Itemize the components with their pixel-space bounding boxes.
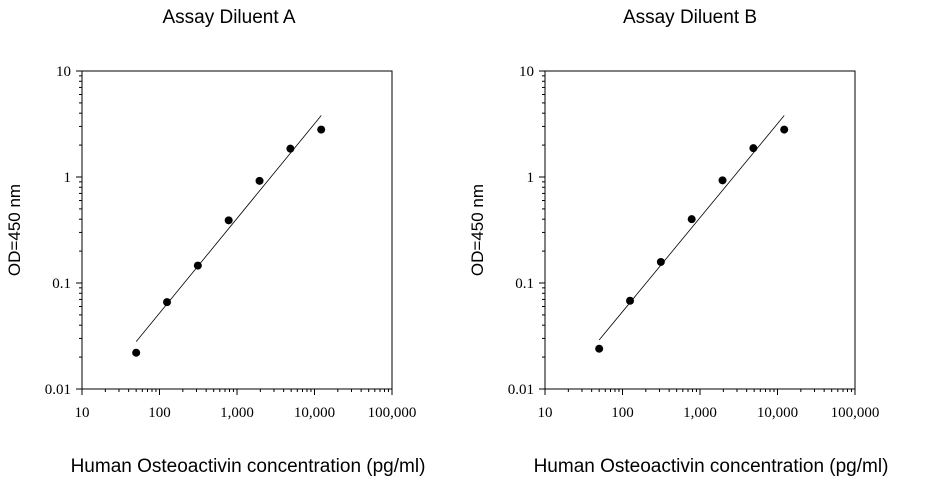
x-tick-label: 100 (148, 405, 171, 421)
x-tick-label: 1,000 (683, 405, 717, 421)
data-point (286, 144, 295, 153)
data-point (595, 344, 604, 353)
y-tick-label: 1 (527, 170, 535, 186)
data-point (626, 296, 635, 305)
data-point (718, 176, 727, 185)
x-tick-label: 10 (75, 405, 90, 421)
plot-frame (81, 70, 393, 390)
data-point (224, 216, 233, 225)
x-axis-label: Human Osteoactivin concentration (pg/ml) (71, 456, 426, 477)
data-point (749, 144, 758, 153)
chart-title: Assay Diluent B (623, 7, 757, 28)
y-tick-label: 10 (56, 64, 71, 80)
y-tick-label: 10 (519, 64, 534, 80)
chart-panel-diluent-a: Assay Diluent A 10 100 1,000 10,000 100,000 0.… (5, 7, 425, 477)
x-tick-label: 100 (611, 405, 634, 421)
x-tick-label: 1,000 (220, 405, 254, 421)
x-tick-label: 10 (538, 405, 553, 421)
x-tick-label: 100,000 (831, 405, 880, 421)
x-tick-label: 10,000 (757, 405, 798, 421)
data-point (656, 257, 665, 266)
y-tick-label: 1 (64, 170, 72, 186)
y-axis-label: OD=450 nm (468, 184, 487, 276)
y-tick-label: 0.01 (508, 382, 534, 398)
y-axis-label: OD=450 nm (5, 184, 24, 276)
y-tick-label: 0.1 (515, 276, 534, 292)
data-point (317, 125, 326, 134)
plot-frame (544, 70, 856, 390)
chart-title: Assay Diluent A (162, 7, 295, 28)
data-point (163, 298, 172, 307)
y-tick-label: 0.1 (52, 276, 71, 292)
data-point (687, 215, 696, 224)
x-axis-label: Human Osteoactivin concentration (pg/ml) (534, 456, 889, 477)
data-point (255, 176, 264, 185)
x-tick-label: 100,000 (368, 405, 417, 421)
data-point (132, 348, 141, 357)
data-point (780, 125, 789, 134)
chart-panel-diluent-b: Assay Diluent B 10 100 1,000 10,000 100,000 0.… (468, 7, 888, 477)
y-tick-label: 0.01 (45, 382, 71, 398)
x-tick-label: 10,000 (294, 405, 335, 421)
data-point (193, 261, 202, 270)
